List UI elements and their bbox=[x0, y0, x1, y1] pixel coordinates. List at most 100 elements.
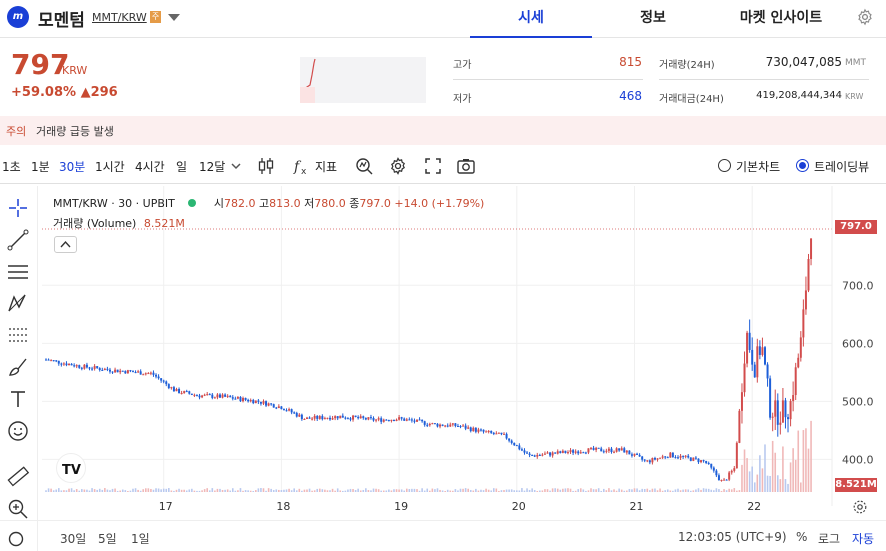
change-absolute: ▲296 bbox=[80, 85, 118, 100]
ruler-icon[interactable] bbox=[6, 464, 30, 488]
basic-chart-radio[interactable] bbox=[718, 159, 731, 172]
volume-bar bbox=[602, 488, 605, 492]
chevron-down-icon[interactable] bbox=[230, 160, 242, 172]
pattern-icon[interactable] bbox=[6, 291, 30, 315]
interval-1s[interactable]: 1초 bbox=[2, 160, 21, 174]
emoji-icon[interactable] bbox=[6, 419, 30, 443]
candle-body bbox=[126, 370, 129, 374]
interval-1m[interactable]: 1분 bbox=[31, 160, 50, 174]
volume-bar bbox=[805, 428, 807, 492]
high-value: 815 bbox=[619, 55, 642, 69]
volume-bar bbox=[623, 490, 626, 492]
candlestick-icon[interactable] bbox=[256, 156, 276, 176]
candle-body bbox=[618, 448, 621, 451]
volume-bar bbox=[718, 489, 720, 492]
zoom-out-icon[interactable] bbox=[6, 529, 30, 551]
volume-bar bbox=[792, 448, 794, 492]
collapse-legend-button[interactable] bbox=[54, 236, 77, 253]
interval-12mo[interactable]: 12달 bbox=[199, 160, 226, 174]
fullscreen-icon[interactable] bbox=[423, 156, 443, 176]
range-5d[interactable]: 5일 bbox=[98, 532, 117, 546]
volume-bar bbox=[787, 483, 789, 492]
candle-body bbox=[421, 419, 424, 422]
coin-pair-link[interactable]: MMT/KRW bbox=[92, 11, 147, 24]
candle-body bbox=[687, 455, 690, 458]
candle-body bbox=[769, 378, 772, 418]
volume-bar bbox=[628, 488, 631, 492]
horizontal-lines-icon[interactable] bbox=[6, 260, 30, 284]
candle-body bbox=[810, 238, 813, 260]
candle-body bbox=[664, 456, 667, 458]
volume-bar bbox=[741, 464, 743, 492]
volume-bar bbox=[510, 489, 513, 492]
volume-bar bbox=[347, 489, 349, 492]
settings-icon[interactable] bbox=[388, 156, 408, 176]
tradingview-radio[interactable] bbox=[796, 159, 809, 172]
tab-price[interactable]: 시세 bbox=[470, 0, 592, 38]
candle-body bbox=[213, 397, 216, 399]
volume-label: 거래량(24H) bbox=[659, 60, 715, 71]
indicator-label[interactable]: 지표 bbox=[315, 160, 338, 174]
candle-body bbox=[390, 419, 393, 421]
auto-toggle[interactable]: 자동 bbox=[852, 532, 875, 546]
coin-dropdown-icon[interactable] bbox=[168, 14, 180, 21]
fib-icon[interactable] bbox=[6, 323, 30, 347]
candle-body bbox=[615, 448, 618, 452]
chart-settings-icon[interactable] bbox=[852, 499, 868, 515]
volume-bar bbox=[119, 490, 122, 492]
volume-bar bbox=[63, 490, 65, 492]
volume-bar bbox=[544, 489, 546, 492]
candle-body bbox=[566, 452, 569, 454]
candle-body bbox=[108, 369, 111, 372]
volume-legend: 거래량 (Volume) 8.521M bbox=[53, 215, 185, 231]
volume-bar bbox=[313, 490, 316, 492]
volume-bar bbox=[423, 490, 426, 492]
trend-line-icon[interactable] bbox=[6, 228, 30, 252]
interval-day[interactable]: 일 bbox=[176, 160, 188, 174]
candle-body bbox=[369, 417, 372, 419]
interval-30m[interactable]: 30분 bbox=[59, 160, 86, 174]
candle-body bbox=[400, 417, 403, 419]
tradingview-label[interactable]: 트레이딩뷰 bbox=[814, 160, 870, 174]
range-1d[interactable]: 1일 bbox=[131, 532, 150, 546]
candle-body bbox=[349, 418, 352, 420]
candle-body bbox=[784, 400, 787, 418]
candle-body bbox=[387, 420, 390, 422]
brush-icon[interactable] bbox=[6, 355, 30, 379]
drawing-toolbar bbox=[0, 186, 38, 551]
gear-icon[interactable] bbox=[856, 8, 874, 26]
compare-icon[interactable] bbox=[354, 156, 374, 176]
tab-info[interactable]: 정보 bbox=[640, 10, 666, 26]
percent-toggle[interactable]: % bbox=[796, 530, 808, 544]
log-toggle[interactable]: 로그 bbox=[818, 532, 841, 546]
crosshair-icon[interactable] bbox=[6, 196, 30, 220]
interval-1h[interactable]: 1시간 bbox=[95, 160, 125, 174]
volume-bar bbox=[359, 490, 362, 492]
zoom-in-icon[interactable] bbox=[6, 497, 30, 521]
volume-bar bbox=[165, 488, 168, 492]
tab-market-insight[interactable]: 마켓 인사이트 bbox=[739, 10, 823, 26]
clock-time[interactable]: 12:03:05 (UTC+9) bbox=[678, 530, 787, 544]
volume-bar bbox=[518, 490, 521, 492]
volume-bar bbox=[638, 490, 641, 492]
price-chart[interactable]: 700.0 600.0 500.0 400.0 17 18 19 20 21 22 bbox=[42, 186, 886, 520]
volume-bar bbox=[418, 490, 421, 492]
volume-bar bbox=[178, 488, 180, 492]
text-tool-icon[interactable] bbox=[6, 387, 30, 411]
volume-bar bbox=[329, 490, 331, 492]
legend-open-label: 시 bbox=[213, 197, 224, 210]
amount-label: 거래대금(24H) bbox=[659, 94, 724, 105]
volume-bar bbox=[180, 489, 183, 492]
volume-bar bbox=[700, 489, 702, 492]
interval-4h[interactable]: 4시간 bbox=[135, 160, 165, 174]
candle-body bbox=[98, 368, 101, 370]
volume-bar bbox=[797, 430, 800, 492]
volume-bar bbox=[649, 490, 651, 492]
volume-bar bbox=[633, 488, 636, 492]
camera-icon[interactable] bbox=[456, 156, 476, 176]
basic-chart-label[interactable]: 기본차트 bbox=[736, 160, 781, 174]
indicator-fx-icon[interactable]: f x bbox=[292, 156, 312, 176]
candle-body bbox=[730, 470, 733, 473]
range-30d[interactable]: 30일 bbox=[60, 532, 87, 546]
volume-bar bbox=[579, 488, 582, 492]
